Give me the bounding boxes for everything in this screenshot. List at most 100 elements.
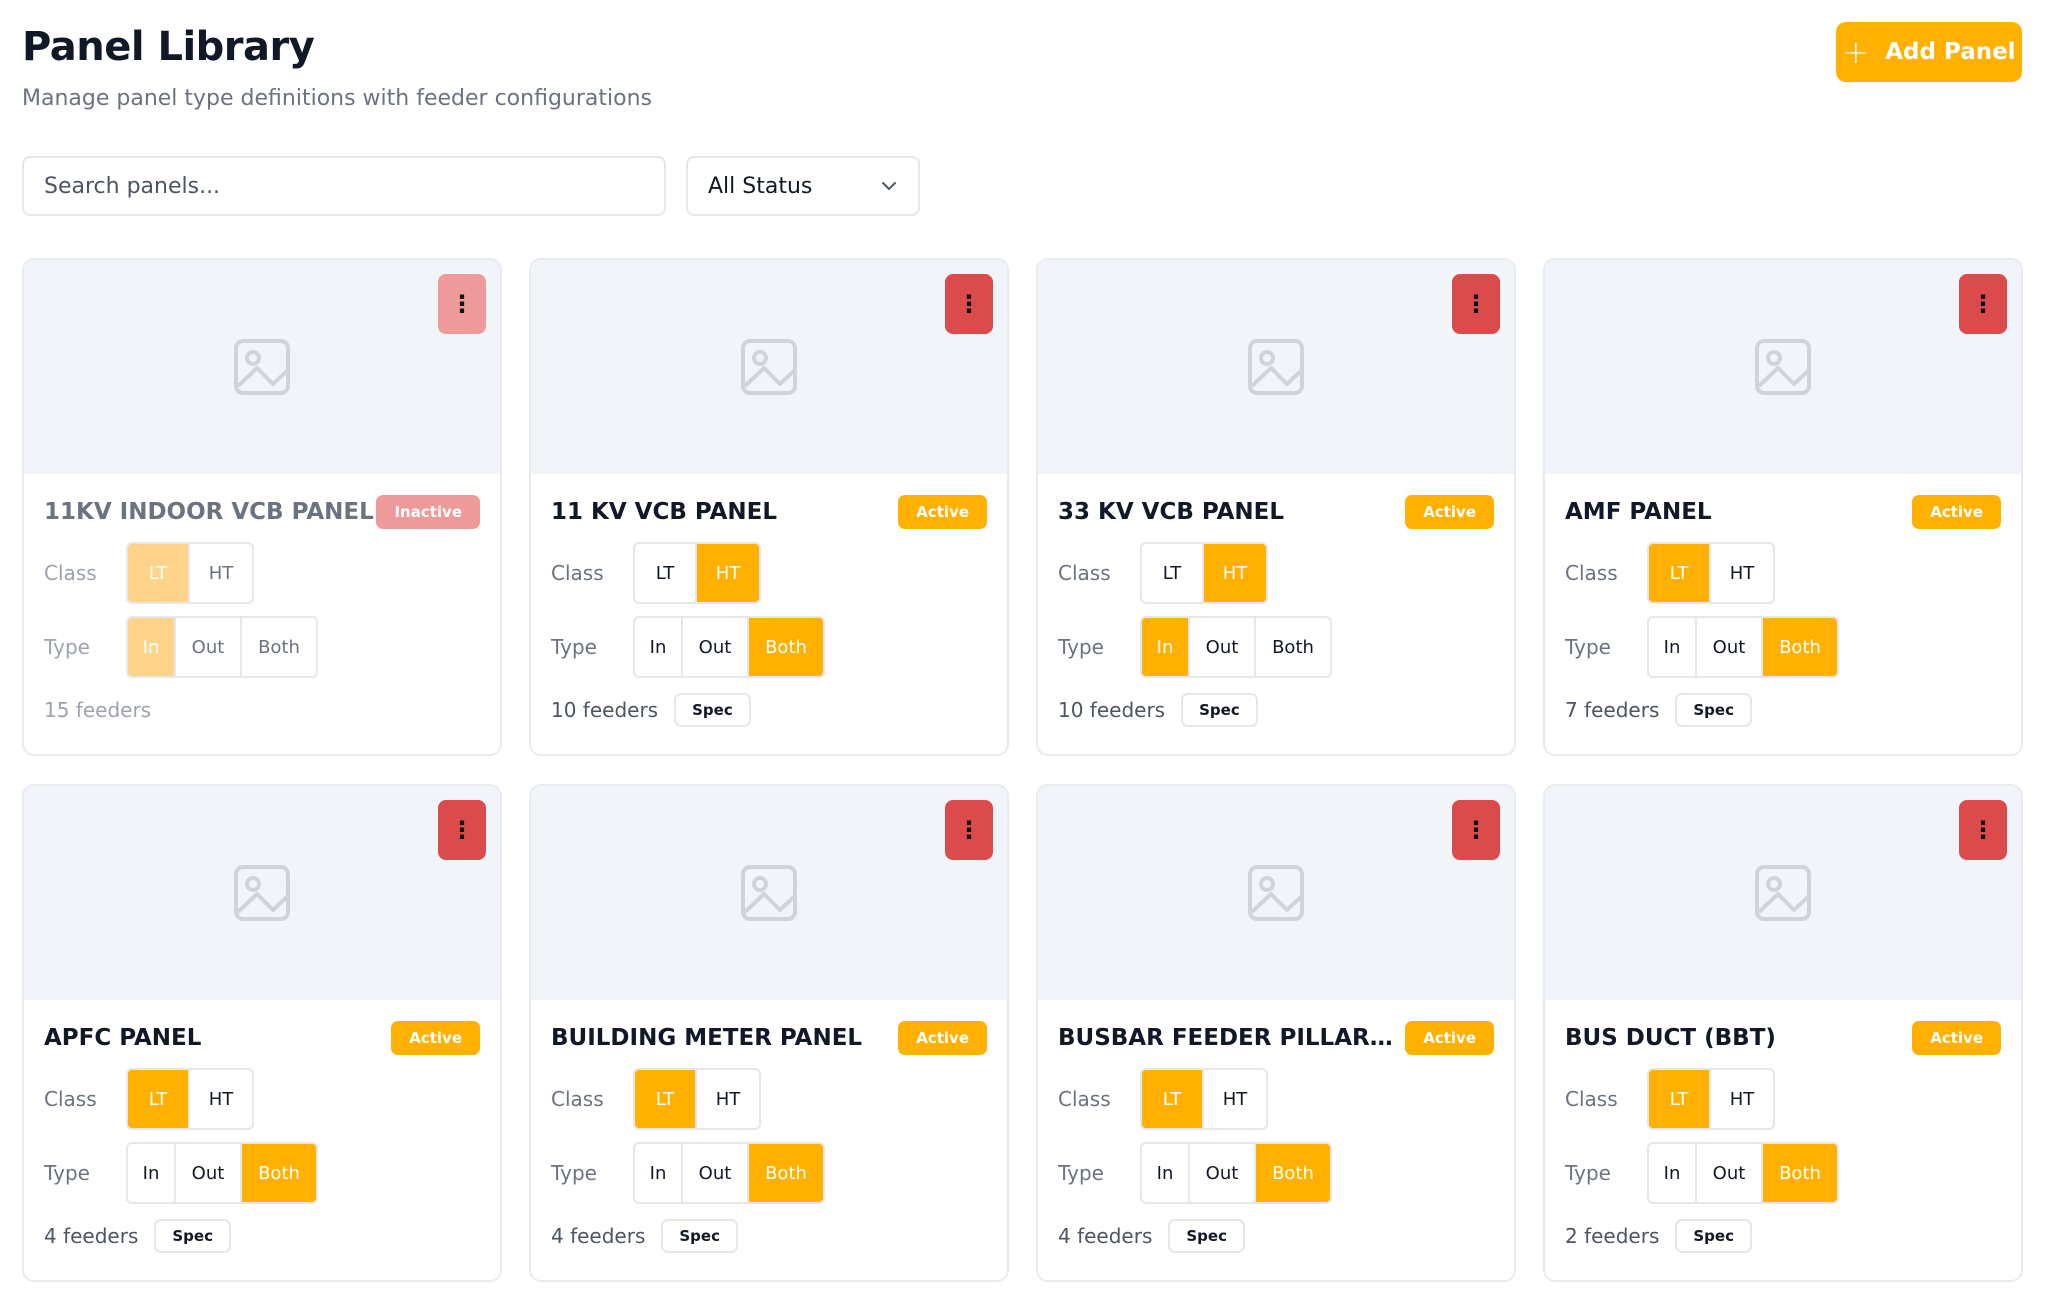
image-icon: [234, 865, 290, 921]
card-menu-button[interactable]: ⋮: [945, 800, 993, 860]
spec-button[interactable]: Spec: [154, 1219, 231, 1253]
option-in[interactable]: In: [635, 1144, 683, 1202]
page-subtitle: Manage panel type definitions with feede…: [22, 86, 652, 111]
option-in[interactable]: In: [635, 618, 683, 676]
type-toggle: In Out Both: [1647, 1142, 1839, 1204]
status-filter-value: All Status: [708, 173, 813, 199]
class-label: Class: [1565, 1087, 1618, 1111]
class-toggle: LT HT: [1140, 542, 1268, 604]
spec-button[interactable]: Spec: [1168, 1219, 1245, 1253]
spec-button[interactable]: Spec: [661, 1219, 738, 1253]
status-badge: Active: [1912, 495, 2001, 529]
option-ht[interactable]: HT: [1729, 1088, 1755, 1110]
type-label: Type: [551, 635, 597, 659]
option-both[interactable]: Both: [258, 636, 300, 658]
panel-name: BUS DUCT (BBT): [1565, 1025, 1776, 1051]
option-out[interactable]: Out: [1697, 1144, 1763, 1202]
panel-image-placeholder: ⋮: [24, 786, 500, 1000]
add-panel-button[interactable]: + Add Panel: [1836, 22, 2022, 82]
option-ht[interactable]: HT: [1222, 1088, 1248, 1110]
status-filter-select[interactable]: All Status: [686, 156, 920, 216]
option-ht[interactable]: HT: [208, 1088, 234, 1110]
option-out[interactable]: Out: [683, 1144, 749, 1202]
image-icon: [741, 339, 797, 395]
image-icon: [1248, 865, 1304, 921]
panel-card[interactable]: ⋮ 33 KV VCB PANEL Active Class LT HT Type…: [1036, 258, 1516, 756]
class-toggle: LT HT: [126, 1068, 254, 1130]
option-lt[interactable]: LT: [635, 1070, 697, 1128]
option-out[interactable]: Out: [176, 618, 242, 676]
class-toggle: LT HT: [1647, 542, 1775, 604]
option-out[interactable]: Out: [1697, 618, 1763, 676]
option-both[interactable]: Both: [1272, 636, 1314, 658]
panel-grid: ⋮ 11KV INDOOR VCB PANEL Inactive Class L…: [22, 258, 2023, 1282]
feeder-count: 10 feeders: [1058, 698, 1166, 722]
panel-card[interactable]: ⋮ AMF PANEL Active Class LT HT Type In Out…: [1543, 258, 2023, 756]
class-toggle: LT HT: [1647, 1068, 1775, 1130]
panel-name: 11KV INDOOR VCB PANEL: [44, 499, 374, 525]
option-ht[interactable]: HT: [1729, 562, 1755, 584]
option-lt[interactable]: LT: [1142, 1070, 1204, 1128]
card-menu-button[interactable]: ⋮: [1452, 800, 1500, 860]
type-label: Type: [1058, 1161, 1104, 1185]
option-out[interactable]: Out: [1190, 618, 1256, 676]
card-menu-button[interactable]: ⋮: [438, 800, 486, 860]
option-both[interactable]: Both: [749, 1144, 823, 1202]
card-menu-button[interactable]: ⋮: [1959, 800, 2007, 860]
panel-card[interactable]: ⋮ BUSBAR FEEDER PILLAR ENCLOSURE Active …: [1036, 784, 1516, 1282]
spec-button[interactable]: Spec: [1181, 693, 1258, 727]
type-label: Type: [551, 1161, 597, 1185]
panel-card[interactable]: ⋮ BUILDING METER PANEL Active Class LT HT…: [529, 784, 1009, 1282]
option-lt[interactable]: LT: [1649, 1070, 1711, 1128]
class-toggle: LT HT: [1140, 1068, 1268, 1130]
spec-button[interactable]: Spec: [674, 693, 751, 727]
option-both[interactable]: Both: [749, 618, 823, 676]
class-toggle: LT HT: [126, 542, 254, 604]
option-lt[interactable]: LT: [128, 1070, 190, 1128]
panel-card[interactable]: ⋮ BUS DUCT (BBT) Active Class LT HT Type …: [1543, 784, 2023, 1282]
option-both[interactable]: Both: [1256, 1144, 1330, 1202]
search-input[interactable]: [22, 156, 666, 216]
feeder-count: 2 feeders: [1565, 1224, 1660, 1248]
panel-name: BUILDING METER PANEL: [551, 1025, 863, 1051]
spec-button[interactable]: Spec: [1675, 1219, 1752, 1253]
option-lt[interactable]: LT: [635, 544, 697, 602]
panel-card[interactable]: ⋮ 11 KV VCB PANEL Active Class LT HT Type…: [529, 258, 1009, 756]
kebab-menu-icon: ⋮: [1464, 816, 1488, 844]
card-menu-button[interactable]: ⋮: [438, 274, 486, 334]
option-out[interactable]: Out: [176, 1144, 242, 1202]
panel-card[interactable]: ⋮ 11KV INDOOR VCB PANEL Inactive Class L…: [22, 258, 502, 756]
panel-name: 11 KV VCB PANEL: [551, 499, 778, 525]
option-in[interactable]: In: [128, 618, 176, 676]
option-in[interactable]: In: [1142, 1144, 1190, 1202]
option-ht[interactable]: HT: [208, 562, 234, 584]
option-lt[interactable]: LT: [1649, 544, 1711, 602]
class-label: Class: [1058, 561, 1111, 585]
status-badge: Active: [898, 1021, 987, 1055]
class-label: Class: [1565, 561, 1618, 585]
panel-name: APFC PANEL: [44, 1025, 202, 1051]
card-menu-button[interactable]: ⋮: [1452, 274, 1500, 334]
panel-card[interactable]: ⋮ APFC PANEL Active Class LT HT Type In Ou…: [22, 784, 502, 1282]
option-both[interactable]: Both: [1763, 618, 1837, 676]
card-menu-button[interactable]: ⋮: [1959, 274, 2007, 334]
option-in[interactable]: In: [128, 1144, 176, 1202]
option-lt[interactable]: LT: [128, 544, 190, 602]
option-in[interactable]: In: [1142, 618, 1190, 676]
status-badge: Active: [1405, 495, 1494, 529]
option-both[interactable]: Both: [242, 1144, 316, 1202]
option-out[interactable]: Out: [1190, 1144, 1256, 1202]
option-in[interactable]: In: [1649, 618, 1697, 676]
feeder-count: 4 feeders: [1058, 1224, 1153, 1248]
option-ht[interactable]: HT: [1204, 544, 1266, 602]
option-out[interactable]: Out: [683, 618, 749, 676]
status-badge: Active: [1912, 1021, 2001, 1055]
option-lt[interactable]: LT: [1142, 544, 1204, 602]
card-menu-button[interactable]: ⋮: [945, 274, 993, 334]
option-ht[interactable]: HT: [697, 544, 759, 602]
option-both[interactable]: Both: [1763, 1144, 1837, 1202]
type-label: Type: [1565, 635, 1611, 659]
option-in[interactable]: In: [1649, 1144, 1697, 1202]
spec-button[interactable]: Spec: [1675, 693, 1752, 727]
option-ht[interactable]: HT: [715, 1088, 741, 1110]
